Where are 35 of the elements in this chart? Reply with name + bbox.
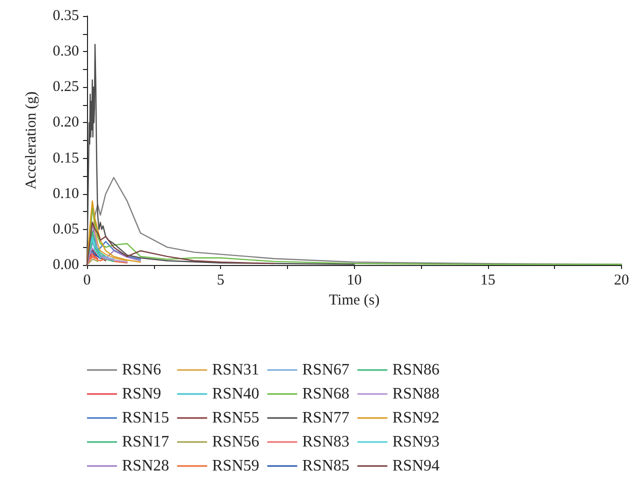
y-tick-label: 0.30	[52, 44, 79, 60]
legend-label: RSN59	[212, 458, 260, 474]
y-tick-label: 0.15	[52, 150, 79, 166]
y-tick-label: 0.05	[52, 221, 79, 238]
legend-label: RSN88	[392, 386, 440, 402]
legend-label: RSN40	[212, 386, 260, 402]
legend-label: RSN68	[302, 386, 350, 402]
legend-label: RSN67	[302, 362, 350, 378]
legend-label: RSN9	[122, 386, 162, 402]
legend-label: RSN93	[392, 434, 440, 450]
x-tick-label: 20	[614, 272, 629, 288]
x-tick-label: 15	[480, 272, 496, 288]
legend-label: RSN83	[302, 434, 350, 450]
legend-label: RSN6	[122, 362, 162, 378]
y-tick-label: 0.25	[52, 79, 79, 96]
x-axis-title: Time (s)	[328, 292, 380, 308]
y-tick-label: 0.00	[52, 257, 79, 273]
x-tick-label: 5	[216, 272, 224, 288]
legend-label: RSN77	[302, 410, 350, 426]
y-tick-label: 0.10	[52, 186, 79, 202]
legend-label: RSN31	[212, 362, 260, 378]
y-tick-label: 0.20	[52, 114, 79, 131]
x-tick-label: 10	[346, 272, 362, 288]
legend-label: RSN85	[302, 458, 350, 474]
legend-label: RSN56	[212, 434, 260, 450]
legend-label: RSN94	[392, 458, 440, 474]
legend-label: RSN92	[392, 410, 440, 426]
y-axis-title: Acceleration (g)	[24, 92, 40, 190]
legend-label: RSN28	[122, 458, 170, 474]
x-tick-label: 0	[83, 272, 91, 288]
legend-label: RSN86	[392, 362, 440, 378]
legend-label: RSN15	[122, 410, 170, 426]
legend-label: RSN17	[122, 434, 170, 450]
legend-label: RSN55	[212, 410, 260, 426]
y-tick-label: 0.35	[52, 8, 79, 24]
